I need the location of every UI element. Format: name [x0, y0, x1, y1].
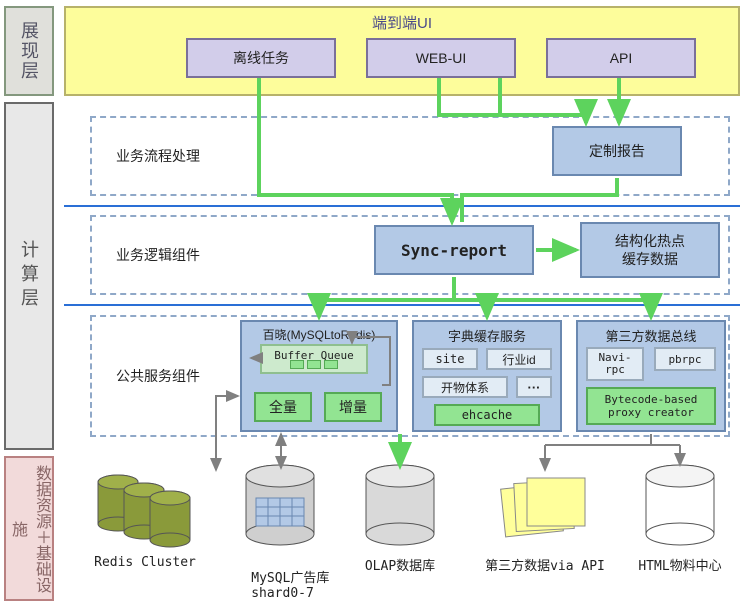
redis-icon	[86, 462, 196, 557]
thirdapi-icon	[495, 468, 595, 553]
olap-icon	[360, 462, 440, 557]
html-label: HTML物料中心	[620, 555, 740, 574]
third-title: 第三方数据总线	[578, 326, 724, 345]
present-offline: 离线任务	[186, 38, 336, 78]
dict-industry: 行业id	[486, 348, 552, 370]
hotcache-node: 结构化热点 缓存数据	[580, 222, 720, 278]
full-btn: 全量	[254, 392, 312, 422]
present-api: API	[546, 38, 696, 78]
redis-label: Redis Cluster	[70, 555, 220, 570]
baixiao-panel: 百晓(MySQLtoRedis) Buffer Queue 全量 增量	[240, 320, 398, 432]
dict-site: site	[422, 348, 478, 370]
present-webui: WEB-UI	[366, 38, 516, 78]
navi-rpc: Navi- rpc	[586, 347, 644, 381]
present-title: 端到端UI	[66, 12, 738, 33]
thirdapi-label: 第三方数据via API	[465, 555, 625, 574]
report-node: 定制报告	[552, 126, 682, 176]
mysql-icon	[240, 462, 320, 557]
buffer-queue: Buffer Queue	[260, 344, 368, 374]
compute-row2-label: 业务逻辑组件	[98, 237, 218, 273]
compute-row3-label: 公共服务组件	[98, 358, 218, 394]
sep1	[64, 205, 740, 207]
pbrpc: pbrpc	[654, 347, 716, 371]
dict-dots: ···	[516, 376, 552, 398]
sidebar-compute: 计算层	[4, 102, 54, 450]
olap-label: OLAP数据库	[345, 555, 455, 574]
dict-title: 字典缓存服务	[414, 326, 560, 345]
baixiao-title: 百晓(MySQLtoRedis)	[242, 326, 396, 343]
mysql-label: MySQL广告库 shard0-7	[225, 555, 340, 602]
incr-btn: 增量	[324, 392, 382, 422]
sync-report-node: Sync-report	[374, 225, 534, 275]
html-icon	[640, 462, 720, 557]
dict-ehcache: ehcache	[434, 404, 540, 426]
sidebar-datainfra: 数据资源＋基础设施	[4, 456, 54, 601]
bytecode: Bytecode-based proxy creator	[586, 387, 716, 425]
present-zone: 端到端UI 离线任务 WEB-UI API	[64, 6, 740, 96]
sep2	[64, 304, 740, 306]
sidebar-present: 展现层	[4, 6, 54, 96]
dict-panel: 字典缓存服务 site 行业id 开物体系 ··· ehcache	[412, 320, 562, 432]
third-panel: 第三方数据总线 Navi- rpc pbrpc Bytecode-based p…	[576, 320, 726, 432]
compute-row1-label: 业务流程处理	[98, 138, 218, 174]
dict-kaiwu: 开物体系	[422, 376, 508, 398]
